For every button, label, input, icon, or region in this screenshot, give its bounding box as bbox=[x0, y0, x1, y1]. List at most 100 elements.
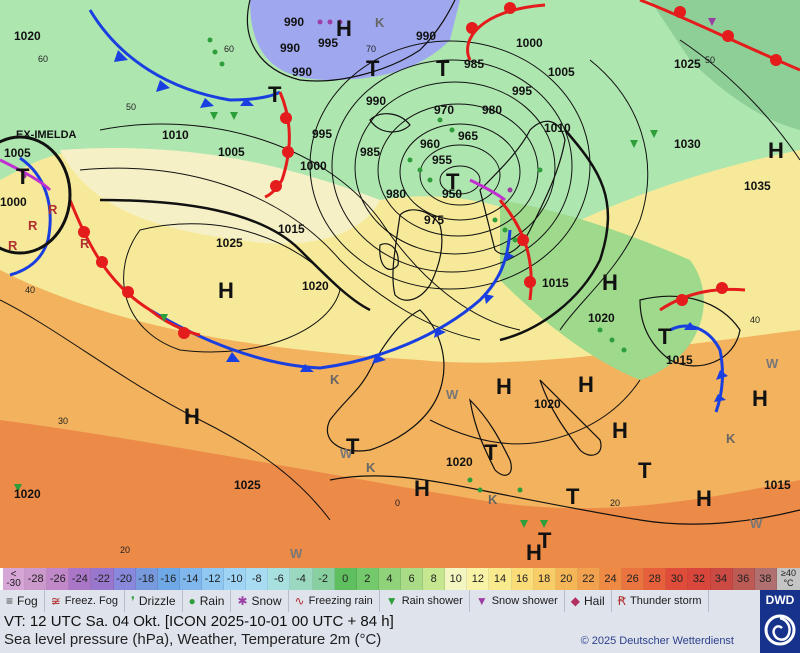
pressure-label: 1015 bbox=[542, 276, 569, 290]
scale-value: -18 bbox=[138, 573, 155, 585]
low-pressure-trough bbox=[499, 129, 610, 342]
low-center: T bbox=[566, 484, 580, 509]
freezing-fog-icon: ≆ bbox=[50, 594, 61, 608]
scale-value: -8 bbox=[251, 573, 262, 585]
pressure-label: 1020 bbox=[302, 279, 329, 293]
temperature-zone-cool-north bbox=[0, 0, 800, 230]
weather-code: R bbox=[48, 202, 58, 217]
scale-cell: 6 bbox=[400, 568, 424, 590]
lat-label: 50 bbox=[705, 55, 715, 65]
scale-cell: < -30 bbox=[3, 568, 26, 590]
scale-value: 26 bbox=[626, 573, 639, 585]
scale-cell: 30 bbox=[666, 568, 689, 590]
temperature-zone-cold-greenland bbox=[250, 0, 460, 80]
scale-value: -28 bbox=[27, 573, 44, 585]
pressure-label: 980 bbox=[482, 103, 502, 117]
legend-item: ≡ Fog bbox=[0, 590, 45, 612]
legend-label: Fog bbox=[17, 594, 38, 608]
temperature-zone-hot-africa bbox=[0, 420, 800, 568]
pressure-label: 1010 bbox=[162, 128, 189, 142]
scale-cell: 14 bbox=[489, 568, 512, 590]
copyright-notice: © 2025 Deutscher Wetterdienst bbox=[580, 635, 734, 647]
scale-cell: 26 bbox=[622, 568, 645, 590]
temperature-zone-mild-band bbox=[60, 148, 380, 244]
legend-item: ∿ Freezing rain bbox=[289, 590, 380, 612]
temperature-color-scale: < -30 -28 -26 -24 -22 -20 -18 -16 -14 -12 -10 -8 -6 -4… bbox=[3, 568, 777, 590]
scale-value: 28 bbox=[648, 573, 661, 585]
scale-value: -26 bbox=[49, 573, 66, 585]
rain-icon: ● bbox=[188, 594, 196, 608]
scale-cell: 28 bbox=[644, 568, 667, 590]
weather-code: R bbox=[80, 236, 90, 251]
pressure-label: 1005 bbox=[548, 65, 575, 79]
scale-cell: 36 bbox=[732, 568, 755, 590]
weather-code: W bbox=[340, 446, 353, 461]
pressure-label: 975 bbox=[424, 213, 444, 227]
pressure-label: 1000 bbox=[516, 36, 543, 50]
scale-cell: -20 bbox=[113, 568, 136, 590]
scale-value: -14 bbox=[182, 573, 199, 585]
scale-value: 8 bbox=[430, 573, 437, 585]
high-center: H bbox=[578, 372, 594, 397]
cold-front-teeth bbox=[114, 50, 728, 402]
scale-cell: 2 bbox=[356, 568, 379, 590]
pressure-label: 1035 bbox=[744, 179, 771, 193]
lat-label: 70 bbox=[366, 44, 376, 54]
high-center: H bbox=[496, 374, 512, 399]
high-center: H bbox=[414, 476, 430, 501]
pressure-label: 1010 bbox=[544, 121, 571, 135]
thunderstorm-icon: Ꞧ bbox=[617, 594, 627, 608]
scale-value: 4 bbox=[386, 573, 393, 585]
legend-item: ✱ Snow bbox=[231, 590, 289, 612]
weather-code: K bbox=[726, 431, 736, 446]
hail-icon: ◆ bbox=[570, 594, 580, 608]
scale-cell: 22 bbox=[577, 568, 600, 590]
scale-max-value: ≥40 bbox=[781, 568, 796, 578]
pressure-label: 1025 bbox=[234, 478, 261, 492]
scale-cell: -18 bbox=[135, 568, 158, 590]
scale-value: 24 bbox=[604, 573, 617, 585]
weather-code: W bbox=[446, 387, 459, 402]
weather-code: K bbox=[330, 372, 340, 387]
scale-cell: 34 bbox=[710, 568, 733, 590]
weather-codes: R R R R K K K K W W W W W K bbox=[8, 15, 779, 561]
pressure-label: 950 bbox=[442, 187, 462, 201]
scale-cell: 12 bbox=[467, 568, 490, 590]
low-center: T bbox=[366, 56, 380, 81]
scale-cell: 32 bbox=[688, 568, 711, 590]
scale-value: 0 bbox=[342, 573, 349, 585]
weather-code: W bbox=[766, 356, 779, 371]
legend-item: ● Rain bbox=[183, 590, 232, 612]
scale-cell: -14 bbox=[179, 568, 202, 590]
pressure-label: 1015 bbox=[278, 222, 305, 236]
latitude-tick-labels: 60 50 40 30 20 0 20 40 50 60 70 bbox=[25, 44, 760, 555]
scale-cell: 24 bbox=[599, 568, 623, 590]
scale-cell: 8 bbox=[423, 568, 446, 590]
low-center: T bbox=[638, 458, 652, 483]
high-center: H bbox=[184, 404, 200, 429]
rain-shower-icon: ▼ bbox=[385, 594, 398, 608]
pressure-label: 1000 bbox=[0, 195, 27, 209]
lat-label: 0 bbox=[395, 498, 400, 508]
low-center: T bbox=[538, 528, 552, 553]
info-bar: VT: 12 UTC Sa. 04 Okt. [ICON 2025-10-01 … bbox=[0, 612, 760, 653]
legend-label: Rain shower bbox=[401, 595, 463, 607]
lat-label: 40 bbox=[750, 315, 760, 325]
weather-legend: ≡ Fog ≆ Freez. Fog ❜ Drizzle ● Rain ✱ Snow ∿ Freezi… bbox=[0, 590, 760, 612]
temperature-zone-green-europe bbox=[500, 200, 704, 380]
scale-max-unit: °C bbox=[783, 578, 794, 588]
scale-value: 6 bbox=[408, 573, 415, 585]
legend-label: Rain bbox=[199, 594, 225, 608]
legend-item: ▼ Snow shower bbox=[470, 590, 565, 612]
low-center: T bbox=[484, 440, 498, 465]
pressure-label: 960 bbox=[420, 137, 440, 151]
pressure-label: 1005 bbox=[4, 146, 31, 160]
snow-icon: ✱ bbox=[237, 594, 248, 608]
scale-value: -12 bbox=[204, 573, 221, 585]
pressure-label: 985 bbox=[464, 57, 484, 71]
legend-label: Snow bbox=[251, 594, 282, 608]
high-center: H bbox=[218, 278, 234, 303]
scale-cell: 16 bbox=[511, 568, 534, 590]
valid-time: VT: 12 UTC Sa. 04 Okt. [ICON 2025-10-01 … bbox=[4, 613, 394, 630]
lat-label: 20 bbox=[120, 545, 130, 555]
